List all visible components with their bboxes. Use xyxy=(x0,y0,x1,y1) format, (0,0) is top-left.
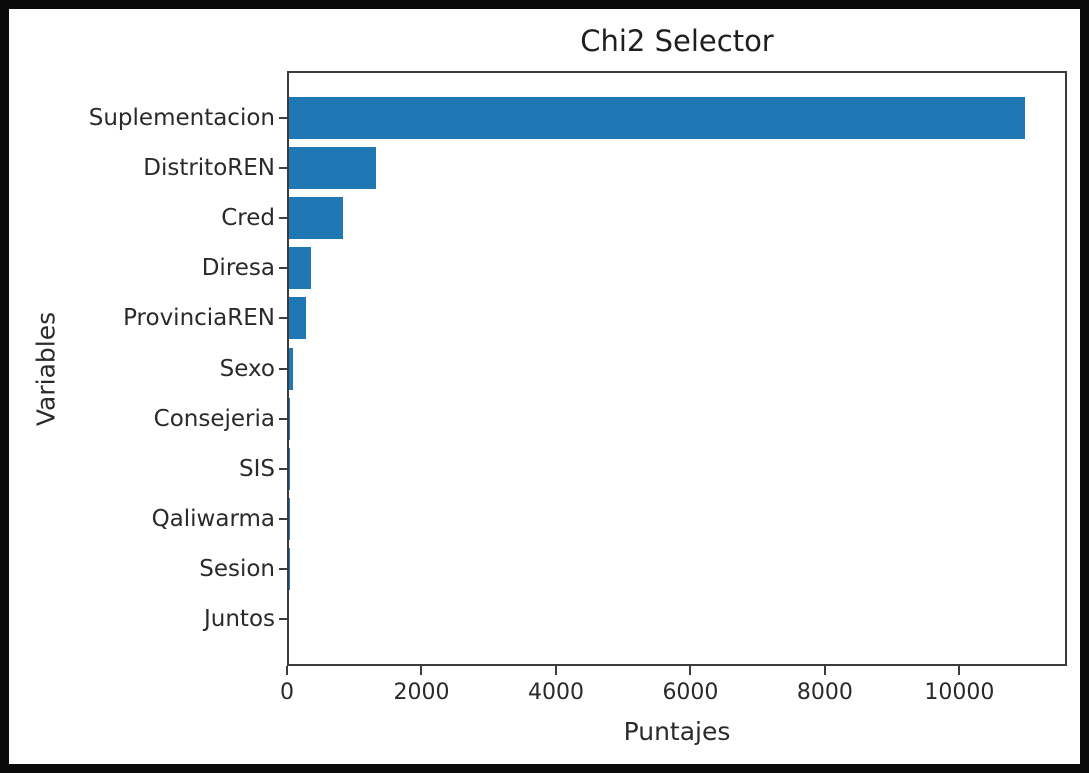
ytick-mark xyxy=(279,167,287,170)
bar-suplementacion xyxy=(289,97,1025,140)
bar-consejeria xyxy=(289,397,291,440)
ytick-label-juntos: Juntos xyxy=(203,605,275,632)
xtick-mark xyxy=(420,666,423,675)
ytick-label-diresa: Diresa xyxy=(201,255,275,282)
bar-provinciaren xyxy=(289,297,306,340)
ytick-mark xyxy=(279,617,287,620)
bars-container xyxy=(289,73,1065,664)
ytick-mark xyxy=(279,217,287,220)
y-axis-title: Variables xyxy=(31,311,61,427)
bar-row-sesion xyxy=(289,544,1065,594)
ytick-label-qaliwarma: Qaliwarma xyxy=(151,505,275,532)
ytick-mark xyxy=(279,567,287,570)
ytick-label-provinciaren: ProvinciaREN xyxy=(123,305,275,332)
xtick-mark xyxy=(286,666,288,675)
x-axis-title: Puntajes xyxy=(623,717,731,746)
bar-sexo xyxy=(289,347,293,390)
xtick-label-6000: 6000 xyxy=(662,680,719,705)
ytick-mark xyxy=(279,367,287,370)
ytick-mark xyxy=(279,117,287,120)
chart-title: Chi2 Selector xyxy=(580,24,774,58)
ytick-label-sesion: Sesion xyxy=(199,555,275,582)
ytick-mark xyxy=(279,317,287,320)
bar-row-cred xyxy=(289,193,1065,243)
bar-row-suplementacion xyxy=(289,93,1065,143)
xtick-mark xyxy=(689,666,692,675)
xtick-label-4000: 4000 xyxy=(527,680,584,705)
ytick-label-sexo: Sexo xyxy=(219,355,275,382)
xtick-mark xyxy=(823,666,826,675)
bar-row-juntos xyxy=(289,594,1065,644)
plot-area xyxy=(287,71,1067,666)
bar-sis xyxy=(289,447,290,490)
ytick-label-suplementacion: Suplementacion xyxy=(88,105,275,132)
xtick-label-10000: 10000 xyxy=(924,680,995,705)
xtick-label-8000: 8000 xyxy=(796,680,853,705)
xtick-mark xyxy=(554,666,557,675)
xtick-mark xyxy=(958,666,961,675)
ytick-mark xyxy=(279,467,287,470)
bar-row-distritoren xyxy=(289,143,1065,193)
ytick-mark xyxy=(279,517,287,520)
bar-cred xyxy=(289,197,343,240)
bar-row-consejeria xyxy=(289,394,1065,444)
ytick-label-consejeria: Consejeria xyxy=(153,405,275,432)
bar-diresa xyxy=(289,247,312,290)
ytick-mark xyxy=(279,417,287,420)
ytick-label-cred: Cred xyxy=(221,205,275,232)
bar-row-sexo xyxy=(289,343,1065,393)
bar-distritoren xyxy=(289,147,376,190)
xtick-label-0: 0 xyxy=(280,680,294,705)
ytick-label-distritoren: DistritoREN xyxy=(143,155,275,182)
bar-row-diresa xyxy=(289,243,1065,293)
bar-row-qaliwarma xyxy=(289,494,1065,544)
ytick-mark xyxy=(279,267,287,270)
xtick-label-2000: 2000 xyxy=(393,680,450,705)
bar-row-provinciaren xyxy=(289,293,1065,343)
ytick-label-sis: SIS xyxy=(239,455,275,482)
bar-row-sis xyxy=(289,444,1065,494)
